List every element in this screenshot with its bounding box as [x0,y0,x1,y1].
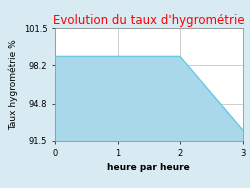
X-axis label: heure par heure: heure par heure [108,163,190,172]
Title: Evolution du taux d'hygrométrie: Evolution du taux d'hygrométrie [53,14,244,27]
Y-axis label: Taux hygrométrie %: Taux hygrométrie % [9,39,18,130]
